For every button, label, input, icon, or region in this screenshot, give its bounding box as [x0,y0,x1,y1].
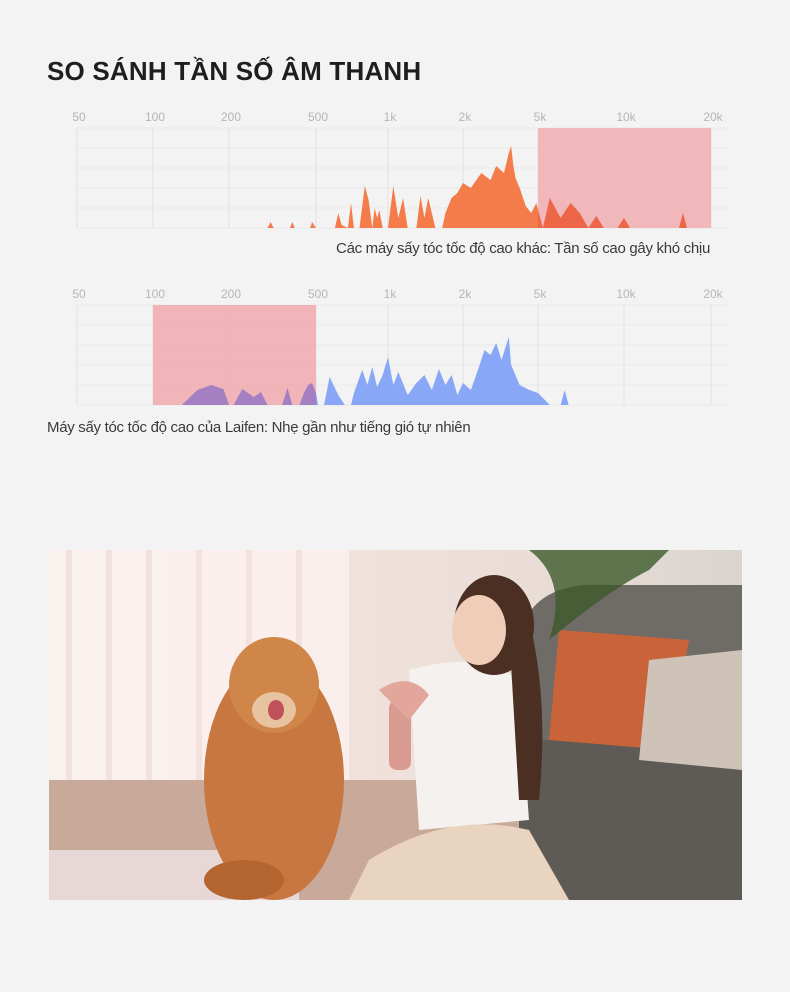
x-tick-label: 1k [384,287,398,301]
x-tick-label: 20k [703,110,723,124]
lifestyle-photo [49,550,742,900]
chart-caption: Các máy sấy tóc tốc độ cao khác: Tần số … [336,240,710,257]
x-tick-label: 200 [221,110,241,124]
chart-caption: Máy sấy tóc tốc độ cao của Laifen: Nhẹ g… [47,419,471,436]
x-tick-label: 10k [616,110,636,124]
x-tick-label: 1k [384,110,398,124]
spectrum-area [181,337,569,405]
spectrum-svg: 50 100 200 500 1k 2k 5k 10k 20k [72,287,730,406]
spectrum-chart-competitor: 50 100 200 500 1k 2k 5k 10k 20k Các máy sấy tóc … [0,100,790,260]
x-tick-label: 2k [459,287,473,301]
x-tick-label: 50 [72,287,86,301]
spectrum-area [267,146,687,228]
x-tick-label: 50 [72,110,86,124]
x-tick-label: 5k [534,110,548,124]
spectrum-chart-laifen: 50 100 200 500 1k 2k 5k 10k 20k Máy sấy tóc tốc … [0,277,790,447]
photo-illustration [49,550,742,900]
x-tick-label: 100 [145,287,165,301]
x-tick-label: 200 [221,287,241,301]
x-tick-label: 5k [534,287,548,301]
x-tick-label: 20k [703,287,723,301]
page-title: SO SÁNH TẦN SỐ ÂM THANH [47,56,422,86]
spectrum-area-highlighted [538,198,687,228]
highlight-band [153,305,316,405]
spectrum-svg: 50 100 200 500 1k 2k 5k 10k 20k [72,110,730,229]
x-tick-label: 100 [145,110,165,124]
x-tick-label: 2k [459,110,473,124]
x-tick-label: 10k [616,287,636,301]
x-tick-label: 500 [308,287,328,301]
x-tick-label: 500 [308,110,328,124]
spectrum-area-highlighted [181,383,316,405]
